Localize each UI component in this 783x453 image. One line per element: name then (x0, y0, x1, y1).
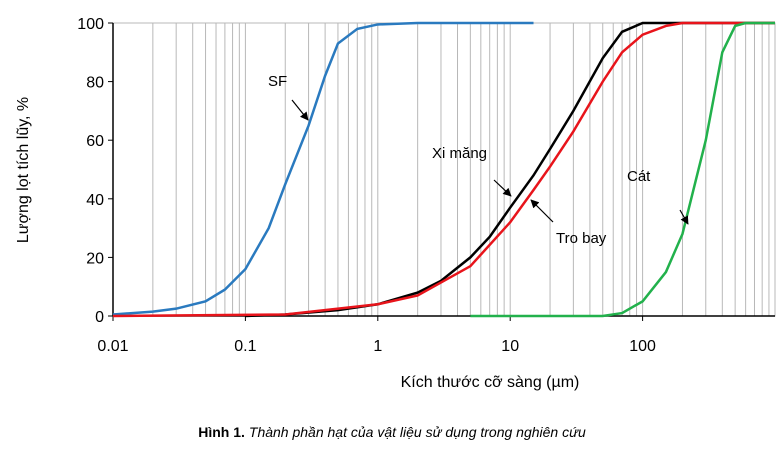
label-arrow (679, 209, 689, 225)
y-tick-label: 80 (86, 75, 104, 92)
series-label: SF (268, 73, 287, 90)
caption-text: Thành phần hạt của vật liệu sử dụng tron… (249, 424, 586, 440)
series-label: Xi măng (432, 145, 487, 162)
series-line (112, 21, 775, 318)
y-tick-label: 100 (77, 16, 104, 33)
y-tick-label: 0 (95, 309, 104, 326)
y-tick-label: 40 (86, 192, 104, 209)
series-label: Cát (627, 168, 651, 185)
series-label: Tro bay (556, 230, 607, 247)
y-axis-label: Lượng lọt tích lũy, % (15, 97, 32, 243)
plot-frame (112, 22, 776, 317)
x-tick-label: 0.1 (234, 338, 256, 355)
caption: Hình 1. Thành phần hạt của vật liệu sử dụ… (198, 424, 586, 440)
caption-label: Hình 1. (198, 424, 245, 440)
x-tick-label: 0.01 (97, 338, 128, 355)
series-line (470, 21, 775, 318)
label-arrow (493, 179, 512, 197)
x-tick-label: 100 (629, 338, 656, 355)
x-axis-label: Kích thước cỡ sàng (µm) (401, 374, 580, 391)
y-tick-label: 20 (86, 250, 104, 267)
label-arrow (291, 99, 309, 121)
label-arrow (530, 199, 554, 223)
y-tick-label: 60 (86, 133, 104, 150)
x-tick-label: 1 (373, 338, 382, 355)
x-tick-label: 10 (501, 338, 519, 355)
series-line (112, 21, 534, 316)
